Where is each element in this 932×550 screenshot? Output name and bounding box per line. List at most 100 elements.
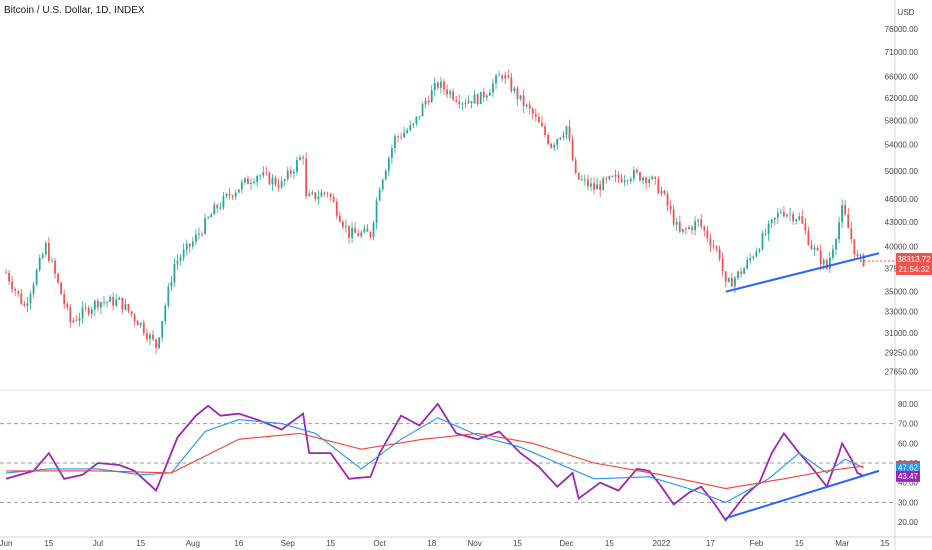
candle-body	[525, 104, 528, 107]
candle-body	[84, 307, 87, 309]
candle-body	[626, 180, 629, 182]
candle-body	[247, 178, 249, 185]
candle-body	[770, 219, 773, 224]
candle-body	[381, 179, 384, 190]
candle-body	[149, 334, 151, 339]
candle-body	[663, 190, 666, 194]
candle-body	[173, 263, 176, 283]
price-tick-label: 71000.00	[885, 48, 919, 57]
time-tick-label: 15	[136, 539, 145, 548]
candle-body	[697, 219, 700, 222]
candle-body	[779, 212, 782, 213]
candle-body	[675, 221, 678, 225]
candle-body	[418, 116, 421, 117]
candle-body	[734, 277, 736, 287]
candle-body	[587, 179, 589, 187]
candle-body	[534, 113, 537, 117]
candle-body	[204, 218, 206, 234]
candle-body	[608, 176, 611, 180]
candle-body	[299, 157, 301, 161]
price-tick-label: 40000.00	[885, 242, 919, 251]
candle-body	[577, 172, 580, 180]
price-tick-label: 66000.00	[885, 73, 919, 82]
candle-body	[559, 137, 562, 140]
candle-body	[136, 320, 139, 326]
candle-body	[476, 94, 479, 105]
candle-body	[436, 82, 439, 88]
candle-body	[351, 228, 353, 238]
candle-body	[106, 301, 108, 303]
candle-body	[222, 196, 225, 208]
candle-body	[792, 213, 795, 222]
candle-body	[302, 157, 304, 159]
time-tick-label: Nov	[467, 539, 481, 548]
candle-body	[461, 103, 464, 105]
candle-body	[853, 239, 856, 255]
price-tick-label: 62000.00	[885, 94, 919, 103]
candle-body	[730, 278, 733, 287]
candle-body	[139, 322, 142, 326]
osc-value-badge	[896, 470, 920, 482]
candle-body	[773, 217, 776, 220]
candle-body	[841, 205, 844, 223]
candle-body	[678, 221, 681, 232]
candle-body	[338, 215, 341, 222]
candle-body	[685, 228, 687, 230]
candle-body	[198, 233, 200, 235]
candle-body	[651, 176, 654, 180]
candle-body	[23, 304, 26, 306]
candle-body	[562, 134, 565, 138]
time-tick-label: 17	[706, 539, 715, 548]
osc-value-label: 47.62	[898, 464, 919, 473]
candle-body	[568, 126, 571, 140]
candle-body	[479, 91, 482, 105]
candle-body	[844, 205, 847, 215]
candle-body	[394, 136, 396, 149]
candle-body	[724, 271, 727, 282]
time-tick-label: Aug	[186, 539, 200, 548]
candle-body	[553, 144, 556, 148]
candle-body	[317, 196, 320, 199]
candle-body	[164, 305, 167, 322]
candle-body	[207, 217, 210, 219]
candle-body	[752, 256, 755, 258]
candle-body	[274, 178, 277, 185]
candle-body	[648, 179, 651, 183]
candle-body	[473, 94, 476, 104]
candle-body	[78, 317, 81, 321]
candle-body	[155, 339, 157, 348]
candle-body	[51, 260, 53, 262]
candle-body	[265, 172, 268, 174]
candle-body	[859, 254, 862, 257]
candle-body	[237, 189, 240, 193]
candle-body	[767, 223, 770, 235]
candle-body	[188, 243, 191, 247]
candle-body	[691, 227, 693, 231]
candle-body	[5, 272, 7, 274]
candle-body	[583, 179, 586, 181]
candle-body	[341, 221, 344, 227]
candle-body	[715, 246, 718, 249]
candle-body	[262, 172, 265, 176]
last-price-badge	[896, 253, 932, 276]
candle-body	[90, 309, 93, 315]
candle-body	[602, 178, 605, 191]
candle-body	[455, 99, 458, 102]
candle-body	[743, 268, 746, 274]
candle-body	[727, 278, 730, 282]
candle-body	[660, 190, 663, 194]
candle-body	[348, 225, 350, 238]
candle-body	[179, 257, 182, 261]
candle-body	[822, 260, 825, 265]
candle-body	[296, 160, 298, 172]
candle-body	[32, 284, 35, 294]
candle-body	[424, 100, 427, 105]
osc-series-line	[6, 432, 864, 490]
candle-body	[112, 296, 115, 306]
candle-body	[605, 178, 608, 180]
candle-body	[620, 178, 623, 182]
candle-body	[133, 314, 136, 321]
price-tick-label: 29250.00	[885, 349, 919, 358]
candle-body	[100, 302, 102, 308]
